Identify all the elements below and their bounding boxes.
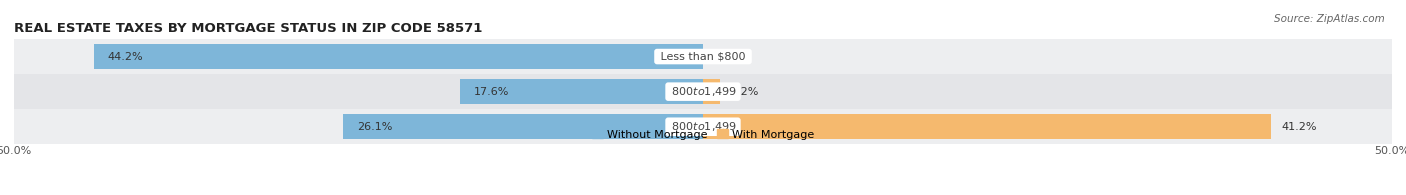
Bar <box>343 114 703 139</box>
Legend: Without Mortgage, With Mortgage: Without Mortgage, With Mortgage <box>588 125 818 144</box>
Text: $800 to $1,499: $800 to $1,499 <box>668 85 738 98</box>
Bar <box>14 109 1392 144</box>
Bar <box>14 74 1392 109</box>
Bar <box>94 44 703 69</box>
Text: 17.6%: 17.6% <box>474 87 509 97</box>
Bar <box>14 39 1392 74</box>
Text: 44.2%: 44.2% <box>108 51 143 62</box>
Text: Less than $800: Less than $800 <box>657 51 749 62</box>
Bar <box>703 114 1271 139</box>
Bar <box>461 79 703 104</box>
Bar <box>703 79 720 104</box>
Text: REAL ESTATE TAXES BY MORTGAGE STATUS IN ZIP CODE 58571: REAL ESTATE TAXES BY MORTGAGE STATUS IN … <box>14 22 482 35</box>
Text: 1.2%: 1.2% <box>731 87 759 97</box>
Text: 26.1%: 26.1% <box>357 122 392 132</box>
Text: 41.2%: 41.2% <box>1282 122 1317 132</box>
Text: 0.0%: 0.0% <box>714 51 742 62</box>
Text: $800 to $1,499: $800 to $1,499 <box>668 120 738 133</box>
Text: Source: ZipAtlas.com: Source: ZipAtlas.com <box>1274 14 1385 24</box>
